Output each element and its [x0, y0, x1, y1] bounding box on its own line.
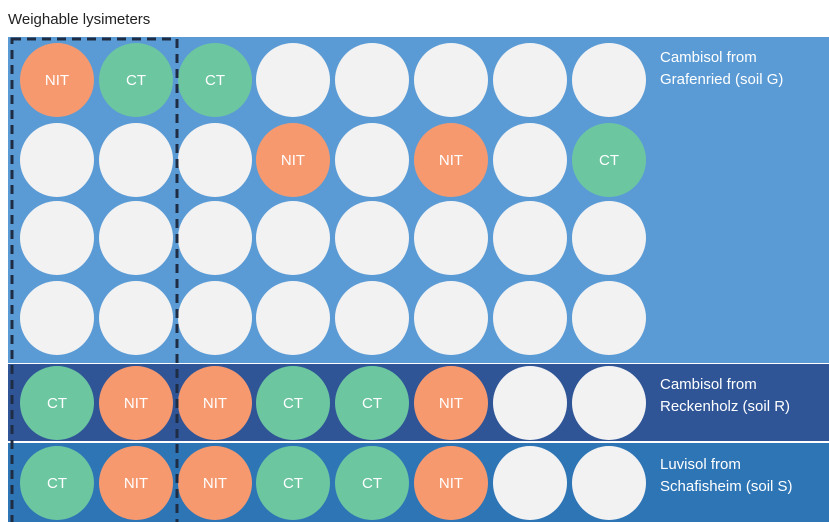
lysimeter: [572, 43, 646, 117]
lysimeter: [335, 43, 409, 117]
lysimeter: [414, 43, 488, 117]
lysimeter-label: NIT: [45, 72, 69, 89]
soil-label: Reckenholz (soil R): [660, 398, 790, 415]
soil-label: Cambisol from: [660, 49, 757, 66]
lysimeter: [414, 201, 488, 275]
lysimeter: [414, 123, 488, 197]
lysimeter: [493, 366, 567, 440]
lysimeter: [178, 366, 252, 440]
lysimeter-label: CT: [283, 395, 303, 412]
lysimeter: [414, 366, 488, 440]
lysimeter: [20, 201, 94, 275]
soil-label: Luvisol from: [660, 456, 741, 473]
lysimeter: [335, 281, 409, 355]
lysimeter: [178, 446, 252, 520]
lysimeter-label: CT: [283, 475, 303, 492]
lysimeter-label: NIT: [439, 475, 463, 492]
dashed-frame: [10, 37, 179, 522]
lysimeter: [256, 366, 330, 440]
lysimeter-label: NIT: [281, 152, 305, 169]
lysimeter: [99, 201, 173, 275]
lysimeter: [256, 281, 330, 355]
lysimeter: [20, 281, 94, 355]
lysimeter-label: CT: [599, 152, 619, 169]
lysimeter-label: NIT: [203, 395, 227, 412]
lysimeter: [20, 123, 94, 197]
lysimeter-label: CT: [47, 475, 67, 492]
lysimeter-label: CT: [205, 72, 225, 89]
lysimeter-label: CT: [47, 395, 67, 412]
lysimeter-label: CT: [362, 395, 382, 412]
lysimeter: [335, 201, 409, 275]
lysimeter: [256, 43, 330, 117]
lysimeter: [20, 366, 94, 440]
lysimeter-label: NIT: [439, 152, 463, 169]
lysimeter: [178, 281, 252, 355]
lysimeter-label: NIT: [124, 475, 148, 492]
lysimeter: [99, 281, 173, 355]
lysimeter: [414, 446, 488, 520]
lysimeter: [178, 123, 252, 197]
soil-label: Cambisol from: [660, 376, 757, 393]
lysimeter: [335, 366, 409, 440]
lysimeter: [20, 43, 94, 117]
lysimeter-label: NIT: [203, 475, 227, 492]
lysimeter: [178, 43, 252, 117]
title: Weighable lysimeters: [8, 11, 150, 28]
lysimeter: [572, 123, 646, 197]
lysimeter: [20, 446, 94, 520]
lysimeter: [572, 281, 646, 355]
lysimeter: [99, 446, 173, 520]
lysimeter: [414, 281, 488, 355]
lysimeter: [99, 43, 173, 117]
lysimeter: [99, 123, 173, 197]
lysimeter: [99, 366, 173, 440]
lysimeter: [335, 446, 409, 520]
lysimeter: [178, 201, 252, 275]
lysimeter: [572, 201, 646, 275]
soil-label: Schafisheim (soil S): [660, 478, 793, 495]
lysimeter-label: NIT: [124, 395, 148, 412]
lysimeter: [493, 446, 567, 520]
lysimeter: [572, 446, 646, 520]
lysimeter: [256, 123, 330, 197]
lysimeter: [335, 123, 409, 197]
lysimeter: [256, 201, 330, 275]
lysimeter-label: NIT: [439, 395, 463, 412]
lysimeter-label: CT: [126, 72, 146, 89]
soil-label: Grafenried (soil G): [660, 71, 783, 88]
lysimeter: [493, 201, 567, 275]
lysimeter: [493, 123, 567, 197]
lysimeter: [572, 366, 646, 440]
lysimeter: [256, 446, 330, 520]
lysimeter-label: CT: [362, 475, 382, 492]
lysimeter: [493, 281, 567, 355]
lysimeter: [493, 43, 567, 117]
